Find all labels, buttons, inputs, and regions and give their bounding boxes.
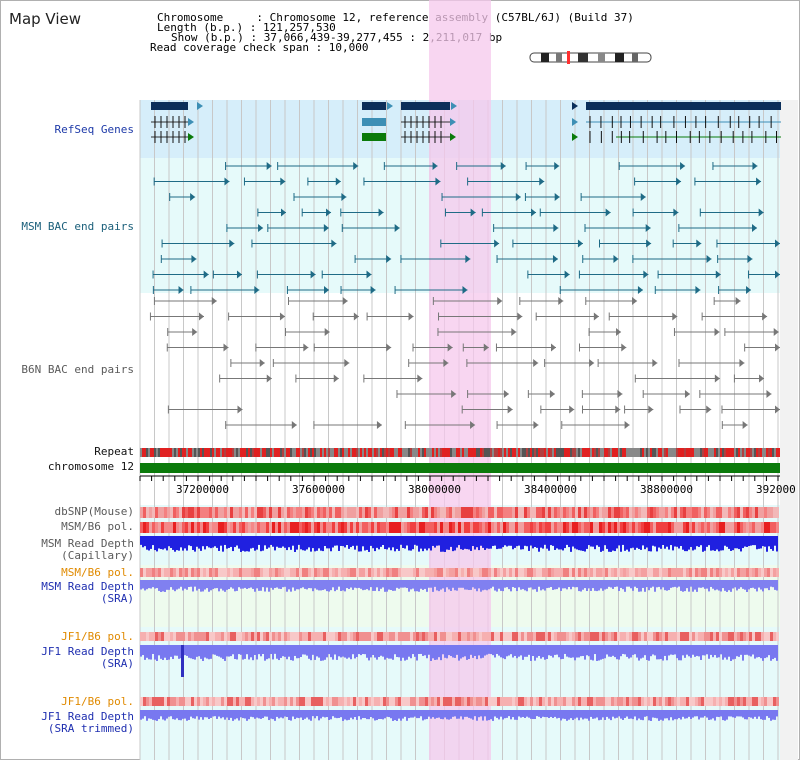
track-label-jf1-trimmed[interactable]: JF1 Read Depth bbox=[41, 710, 134, 723]
track-label-chromosome[interactable]: chromosome 12 bbox=[47, 460, 134, 473]
axis-tick-label: 37600000 bbox=[292, 483, 345, 496]
track-label-jf1-depth[interactable]: JF1 Read Depth bbox=[41, 645, 134, 658]
track-label-msm-depth-capillary-sub: (Capillary) bbox=[61, 549, 134, 562]
chromosome-ideogram-icon bbox=[529, 51, 652, 64]
track-label-jf1-depth-sub: (SRA) bbox=[100, 657, 134, 670]
track-label-refseq[interactable]: RefSeq Genes bbox=[54, 123, 134, 136]
track-label-msm-depth-sra-sub: (SRA) bbox=[100, 592, 134, 605]
length-info: Length (b.p.) : 121,257,530 bbox=[157, 21, 336, 34]
track-label-msm-depth-capillary[interactable]: MSM Read Depth bbox=[41, 537, 134, 550]
track-label-msm-depth-sra[interactable]: MSM Read Depth bbox=[41, 580, 134, 593]
track-label-b6n-bac[interactable]: B6N BAC end pairs bbox=[21, 363, 134, 376]
track-label-msm-pol[interactable]: MSM/B6 pol. bbox=[61, 520, 134, 533]
axis-tick-label: 392000 bbox=[756, 483, 796, 496]
track-label-repeat[interactable]: Repeat bbox=[94, 445, 134, 458]
chromosome-bar[interactable] bbox=[140, 463, 780, 473]
axis-tick-label: 38000000 bbox=[408, 483, 461, 496]
track-label-dbsnp[interactable]: dbSNP(Mouse) bbox=[54, 505, 134, 518]
track-label-msm-pol-2[interactable]: MSM/B6 pol. bbox=[61, 566, 134, 579]
axis-tick-label: 38400000 bbox=[524, 483, 577, 496]
msm-bac-track[interactable] bbox=[152, 162, 780, 294]
track-label-msm-bac[interactable]: MSM BAC end pairs bbox=[21, 220, 134, 233]
track-label-jf1-pol[interactable]: JF1/B6 pol. bbox=[61, 630, 134, 643]
repeat-track[interactable] bbox=[140, 448, 780, 457]
axis-tick-label: 37200000 bbox=[176, 483, 229, 496]
axis-tick-label: 38800000 bbox=[640, 483, 693, 496]
track-label-jf1-trimmed-sub: (SRA trimmed) bbox=[47, 722, 134, 735]
page-title: Map View bbox=[9, 10, 82, 28]
coverage-span-info: Read coverage check span : 10,000 bbox=[150, 41, 369, 54]
track-label-jf1-pol-2[interactable]: JF1/B6 pol. bbox=[61, 695, 134, 708]
b6n-bac-track[interactable] bbox=[149, 297, 780, 429]
